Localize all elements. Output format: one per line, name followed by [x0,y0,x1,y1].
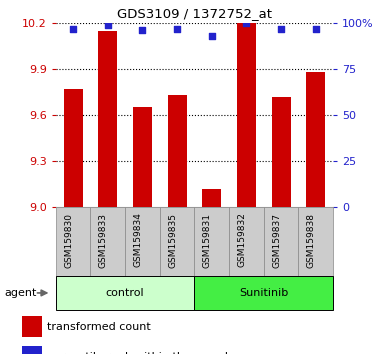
Text: GSM159838: GSM159838 [307,213,316,268]
Text: transformed count: transformed count [47,321,151,332]
Text: GSM159832: GSM159832 [238,213,246,268]
Bar [306,72,325,207]
Text: agent: agent [5,288,37,298]
Bar [298,207,333,276]
Bar [194,276,333,310]
Bar [64,89,83,207]
Bar [160,207,194,276]
Bar [22,316,42,337]
Point [243,20,249,26]
Bar [237,23,256,207]
Point [139,28,146,33]
Point [105,22,111,28]
Text: GSM159830: GSM159830 [64,213,73,268]
Point [70,26,76,32]
Bar [22,346,42,354]
Text: GSM159837: GSM159837 [272,213,281,268]
Text: percentile rank within the sample: percentile rank within the sample [47,352,235,354]
Bar [264,207,298,276]
Point [174,26,180,32]
Title: GDS3109 / 1372752_at: GDS3109 / 1372752_at [117,7,272,21]
Bar [56,207,90,276]
Bar [194,207,229,276]
Point [278,26,284,32]
Bar [90,207,125,276]
Text: GSM159833: GSM159833 [99,213,108,268]
Bar [271,97,291,207]
Point [313,26,319,32]
Bar [202,189,221,207]
Text: control: control [106,288,144,298]
Bar [229,207,264,276]
Point [209,33,215,39]
Bar [167,95,187,207]
Bar [98,31,117,207]
Bar [125,207,160,276]
Text: GSM159834: GSM159834 [134,213,142,268]
Text: GSM159831: GSM159831 [203,213,212,268]
Bar [56,276,194,310]
Bar [133,107,152,207]
Text: Sunitinib: Sunitinib [239,288,288,298]
Text: GSM159835: GSM159835 [168,213,177,268]
